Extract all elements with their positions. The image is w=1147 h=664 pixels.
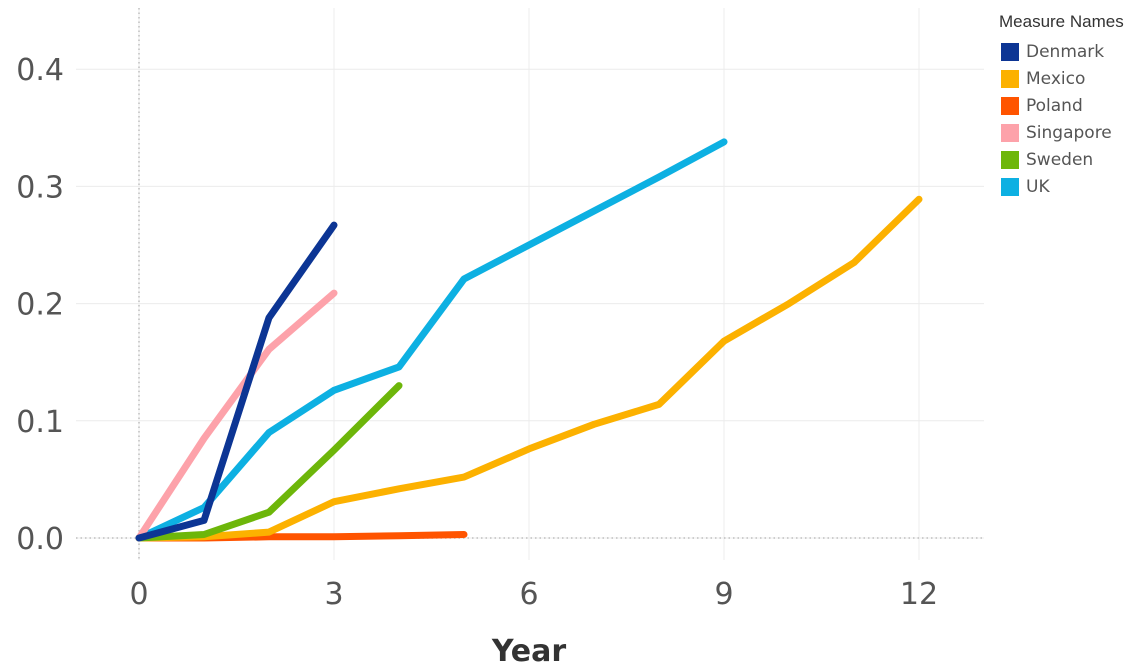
series-line-sweden — [135, 382, 403, 542]
x-tick-label: 0 — [129, 577, 148, 612]
series-line-singapore — [135, 289, 338, 542]
series-lines — [135, 138, 923, 542]
y-tick-label: 0.2 — [16, 288, 64, 323]
legend-label: Sweden — [1026, 149, 1094, 170]
grid — [76, 8, 984, 560]
x-axis-title: Year — [491, 634, 567, 664]
legend-item-singapore[interactable]: Singapore — [999, 119, 1147, 146]
x-tick-label: 12 — [900, 577, 938, 612]
legend-swatch — [1001, 96, 1019, 115]
legend-label: Denmark — [1026, 41, 1105, 62]
series-line-uk — [135, 138, 728, 542]
legend-swatch — [1001, 69, 1019, 88]
x-axis-ticks: 0 3 6 9 12 — [129, 577, 938, 612]
legend-item-denmark[interactable]: Denmark — [999, 38, 1147, 65]
legend-items: Denmark Mexico Poland Singapore Sweden UK — [999, 38, 1147, 200]
y-tick-label: 0.1 — [16, 405, 64, 440]
y-tick-label: 0.3 — [16, 170, 64, 205]
legend-item-sweden[interactable]: Sweden — [999, 146, 1147, 173]
legend-label: UK — [1026, 176, 1050, 197]
y-tick-label: 0.0 — [16, 522, 64, 557]
legend-label: Mexico — [1026, 68, 1086, 89]
legend-label: Singapore — [1026, 122, 1112, 143]
legend-title: Measure Names — [999, 12, 1124, 31]
series-line-mexico — [135, 195, 923, 542]
x-tick-label: 6 — [519, 577, 538, 612]
legend-label: Poland — [1026, 95, 1083, 116]
legend: Measure Names Denmark Mexico Poland Singapo… — [999, 12, 1147, 200]
legend-swatch — [1001, 123, 1019, 142]
series-line-denmark — [135, 221, 338, 542]
x-tick-label: 3 — [324, 577, 343, 612]
legend-swatch — [1001, 177, 1019, 196]
legend-swatch — [1001, 42, 1019, 61]
legend-item-poland[interactable]: Poland — [999, 92, 1147, 119]
legend-swatch — [1001, 150, 1019, 169]
zero-reference-lines — [76, 8, 984, 560]
legend-item-uk[interactable]: UK — [999, 173, 1147, 200]
legend-item-mexico[interactable]: Mexico — [999, 65, 1147, 92]
y-axis-ticks: 0.0 0.1 0.2 0.3 0.4 — [16, 53, 64, 557]
x-tick-label: 9 — [714, 577, 733, 612]
y-tick-label: 0.4 — [16, 53, 64, 88]
